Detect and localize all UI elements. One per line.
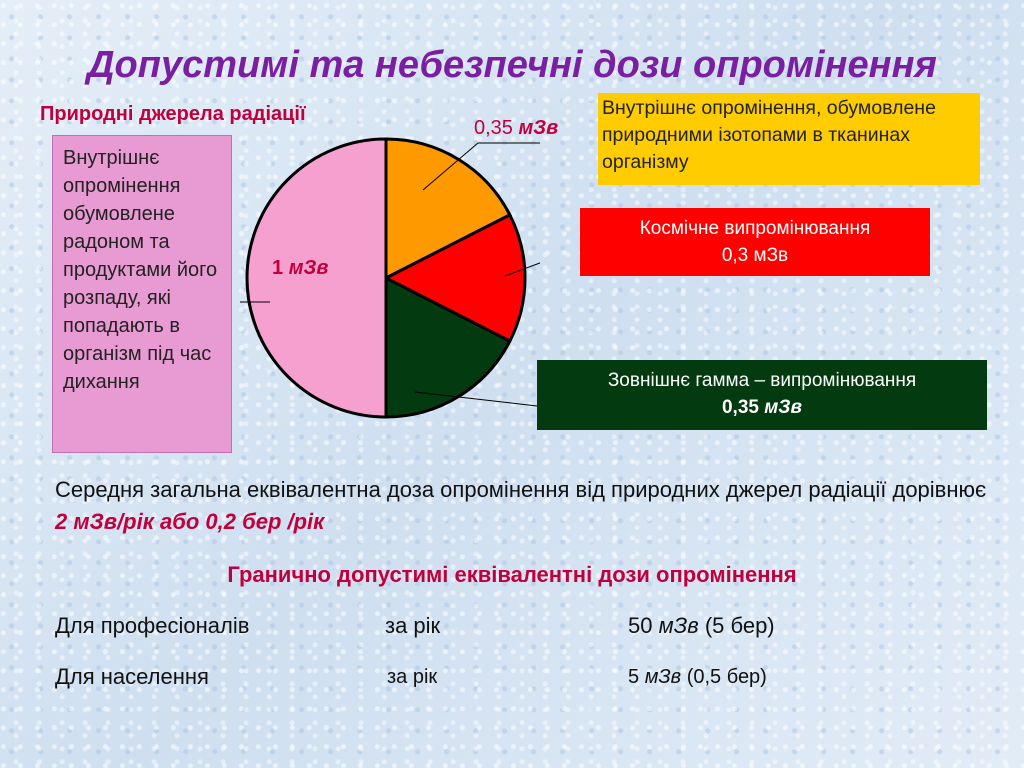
radon-box: Внутрішнє опромінення обумовлене радоном…: [52, 135, 232, 453]
cosmic-box: Космічне випромінювання 0,3 мЗв: [580, 208, 930, 276]
page-title: Допустимі та небезпечні дози опромінення: [87, 44, 937, 86]
gamma-box-value-unit: мЗв: [764, 396, 802, 418]
limit-row-unit: мЗв: [644, 666, 682, 688]
pie-slice-cosmic: [382, 212, 527, 344]
gamma-box-value-num: 0,35: [721, 396, 759, 418]
radon-value-label: 1 мЗв: [272, 257, 328, 280]
gamma-box-value: 0,35 мЗв: [543, 395, 981, 422]
leader-gamma: [414, 391, 538, 407]
summary-highlight-rest: мЗв/рік або 0,2 бер /рік: [73, 508, 325, 534]
gamma-box: Зовнішнє гамма – випромінювання 0,35 мЗв: [537, 360, 987, 430]
cosmic-box-title: Космічне випромінювання: [639, 218, 871, 239]
limit-row-who: Для професіоналів: [55, 613, 250, 638]
summary-text: Середня загальна еквівалентна доза опром…: [55, 474, 995, 538]
limit-row-who: Для населення: [55, 664, 209, 689]
summary-body: Середня загальна еквівалентна доза опром…: [55, 477, 987, 502]
internal-value-num: 0,35: [474, 117, 513, 139]
section-subtitle: Природні джерела радіації: [40, 103, 306, 125]
limit-row-period: за рік: [387, 666, 438, 688]
radon-value-num: 1: [272, 257, 284, 279]
limit-row-value: 50 мЗв (5 бер): [628, 613, 775, 639]
limit-row-extra: (0,5 бер): [686, 666, 767, 688]
gamma-box-title: Зовнішнє гамма – випромінювання: [607, 370, 917, 391]
pie-slice-radon: [245, 137, 388, 419]
internal-isotopes-box: Внутрішнє опромінення, обумовлене природ…: [598, 93, 980, 185]
limit-row-unit: мЗв: [658, 613, 699, 638]
limit-row-num: 50: [628, 613, 653, 638]
limit-row-period: за рік: [385, 613, 441, 638]
limit-row-value: 5 мЗв (0,5 бер): [628, 666, 767, 689]
limits-title: Гранично допустимі еквівалентні дози опр…: [227, 562, 797, 587]
leader-cosmic: [504, 262, 540, 277]
internal-value-label: 0,35 мЗв: [474, 117, 558, 140]
cosmic-box-value: 0,3 мЗв: [721, 244, 789, 266]
radon-value-unit: мЗв: [288, 257, 329, 279]
summary-highlight-num: 2: [55, 508, 68, 534]
pie-chart: [240, 137, 540, 419]
internal-value-unit: мЗв: [518, 117, 559, 139]
leader-internal: [422, 142, 479, 191]
limit-row-num: 5: [628, 666, 640, 688]
limit-row-extra: (5 бер): [704, 613, 775, 638]
